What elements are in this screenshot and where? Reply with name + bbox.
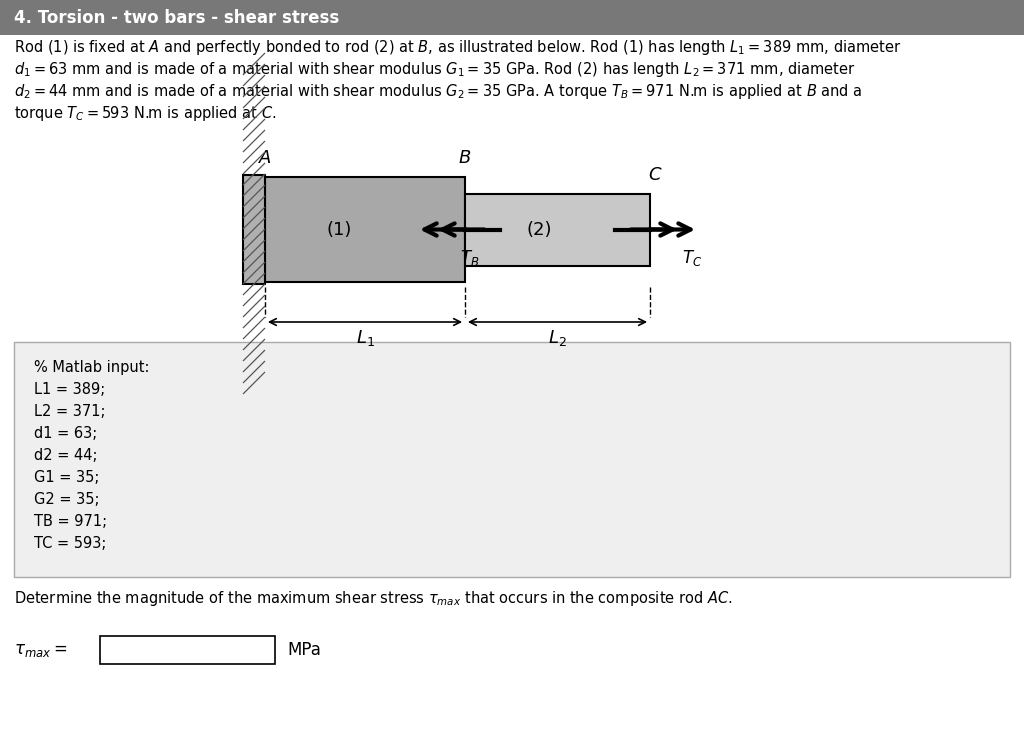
Text: $C$: $C$ (648, 165, 663, 184)
Text: G1 = 35;: G1 = 35; (34, 470, 99, 485)
Text: (1): (1) (327, 220, 351, 238)
Text: $B$: $B$ (459, 149, 472, 167)
Text: $\tau_{max} =$: $\tau_{max} =$ (14, 641, 68, 659)
Text: L2 = 371;: L2 = 371; (34, 404, 105, 419)
Text: $d_1 = 63$ mm and is made of a material with shear modulus $G_1 = 35$ GPa. Rod (: $d_1 = 63$ mm and is made of a material … (14, 60, 856, 79)
Bar (265, 177, 465, 282)
Bar (14, 342, 1010, 577)
Bar (465, 193, 650, 265)
Text: (2): (2) (526, 220, 552, 238)
Text: $d_2 = 44$ mm and is made of a material with shear modulus $G_2 = 35$ GPa. A tor: $d_2 = 44$ mm and is made of a material … (14, 82, 862, 101)
Text: $L_2$: $L_2$ (548, 328, 567, 348)
Text: Rod (1) is fixed at $A$ and perfectly bonded to rod (2) at $B$, as illustrated b: Rod (1) is fixed at $A$ and perfectly bo… (14, 38, 901, 57)
Text: d2 = 44;: d2 = 44; (34, 448, 97, 463)
Bar (100, 636, 275, 664)
Text: Determine the magnitude of the maximum shear stress $\tau_{max}$ that occurs in : Determine the magnitude of the maximum s… (14, 589, 732, 608)
Text: $T_B$: $T_B$ (461, 248, 479, 268)
Text: $A$: $A$ (258, 149, 272, 167)
Text: 4. Torsion - two bars - shear stress: 4. Torsion - two bars - shear stress (14, 9, 339, 26)
Text: $T_C$: $T_C$ (682, 248, 702, 268)
Text: TB = 971;: TB = 971; (34, 514, 108, 529)
Bar (0, 0, 1024, 35)
Text: TC = 593;: TC = 593; (34, 536, 106, 551)
Bar (243, 175, 265, 284)
Text: $L_1$: $L_1$ (355, 328, 375, 348)
Text: torque $T_C = 593$ N.m is applied at $C$.: torque $T_C = 593$ N.m is applied at $C$… (14, 104, 276, 123)
Text: G2 = 35;: G2 = 35; (34, 492, 99, 507)
Text: L1 = 389;: L1 = 389; (34, 382, 105, 397)
Text: % Matlab input:: % Matlab input: (34, 360, 150, 375)
Text: MPa: MPa (287, 641, 321, 659)
Text: d1 = 63;: d1 = 63; (34, 426, 97, 441)
